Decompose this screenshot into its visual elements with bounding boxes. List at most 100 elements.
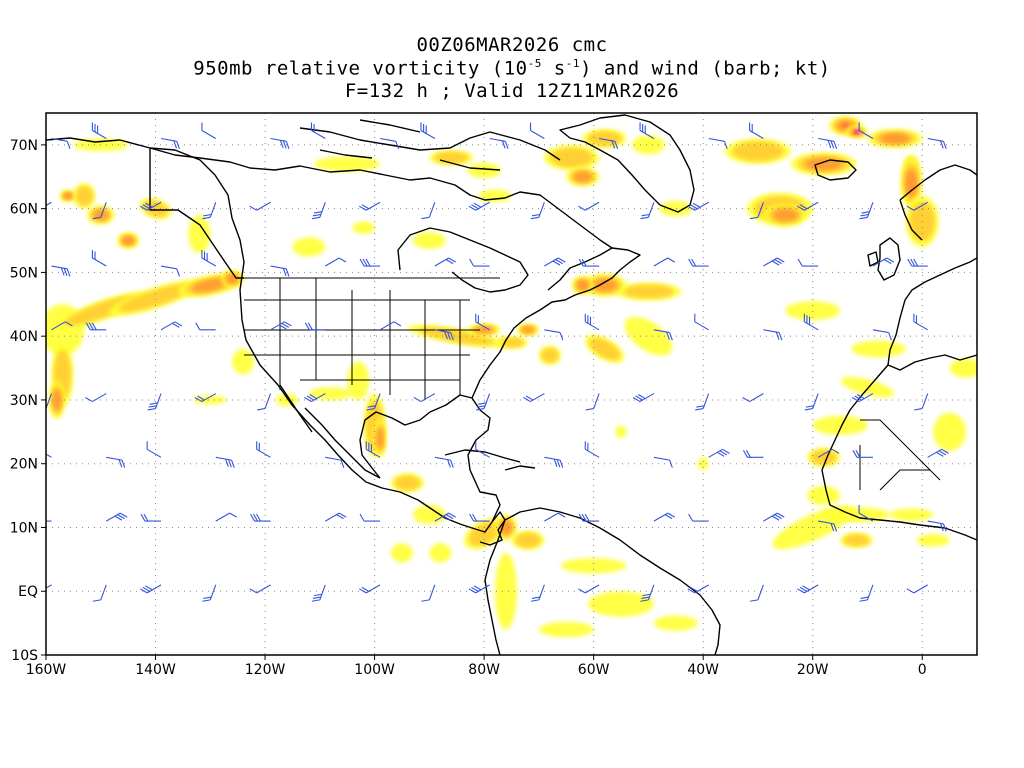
wind-barb: [927, 137, 947, 150]
wind-barb: [160, 265, 181, 277]
wind-barb: [202, 202, 217, 220]
vorticity-blob: [843, 534, 870, 547]
vorticity-blob: [889, 508, 934, 522]
wind-barb: [420, 122, 436, 139]
wind-barb: [530, 584, 545, 602]
wind-barb: [201, 122, 217, 139]
vorticity-blob: [412, 232, 446, 249]
lat-label: 20N: [10, 457, 38, 473]
wind-barb: [818, 520, 838, 532]
wind-barb: [803, 313, 819, 331]
wind-barb: [160, 321, 183, 331]
wind-barb: [859, 202, 874, 220]
vorticity-blob: [631, 135, 665, 155]
wind-barb: [599, 137, 619, 150]
wind-barb: [913, 313, 928, 331]
wind-barb: [105, 512, 128, 522]
wind-barb: [927, 448, 949, 458]
lat-label: EQ: [18, 584, 38, 600]
wind-barb: [325, 257, 347, 267]
coast-europe: [887, 257, 977, 371]
title-suffix: ) and wind (barb; kt): [579, 57, 831, 80]
vorticity-blob: [541, 347, 559, 363]
wind-barb: [194, 393, 217, 403]
wind-barb: [695, 393, 710, 411]
wind-barb: [544, 329, 564, 341]
wind-barb: [578, 201, 600, 211]
vorticity-blob: [192, 278, 229, 292]
map-title-line-2: 950mb relative vorticity (10-5 s-1) and …: [0, 57, 1024, 79]
wind-barb: [475, 441, 490, 458]
wind-barb: [906, 584, 928, 594]
vorticity-blob: [52, 389, 62, 411]
wind-barb: [195, 322, 216, 331]
vorticity-blob: [391, 543, 413, 563]
wind-barb: [584, 313, 600, 331]
vorticity-blob: [840, 376, 894, 398]
wind-barb: [379, 321, 402, 331]
title-exp-1: -5: [527, 57, 542, 70]
wind-barb: [742, 393, 764, 403]
wind-barb: [585, 393, 600, 411]
vorticity-blob: [589, 337, 620, 360]
vorticity-blob: [615, 425, 627, 439]
wind-barb: [85, 393, 107, 403]
wind-barb: [250, 513, 271, 522]
wind-barb: [469, 258, 490, 267]
wind-barb: [91, 249, 107, 267]
vorticity-blob: [843, 123, 848, 128]
lat-label: 10S: [11, 648, 38, 664]
coast-cuba: [444, 449, 536, 471]
wind-barb: [434, 456, 454, 468]
wind-barb: [653, 512, 675, 522]
canada-us-border: [149, 148, 244, 279]
wind-barb: [632, 393, 655, 403]
wind-barb: [365, 441, 381, 458]
map-title-line-1: 00Z06MAR2026 cmc: [416, 34, 608, 56]
wind-barb: [311, 584, 326, 602]
lon-label: 160W: [26, 662, 67, 678]
vorticity-blob: [697, 457, 709, 471]
wind-barb: [489, 137, 509, 150]
vorticity-blob: [394, 475, 421, 491]
wind-barb: [907, 258, 928, 267]
vorticity-blob: [933, 412, 967, 451]
wind-barb: [51, 137, 71, 150]
wind-barb: [325, 512, 347, 522]
wind-barb: [147, 393, 162, 411]
vorticity-blob: [622, 284, 675, 299]
wind-barb: [797, 201, 819, 211]
title-mid: s: [541, 57, 566, 80]
wind-barb: [366, 393, 381, 411]
vorticity-blob: [588, 591, 654, 617]
wind-barb: [51, 321, 73, 331]
vorticity-blob: [812, 415, 868, 436]
vorticity-blob: [810, 449, 837, 465]
wind-barb: [92, 202, 107, 220]
wind-barb: [859, 584, 874, 602]
vorticity-blob: [592, 278, 617, 292]
lon-label: 120W: [245, 662, 286, 678]
lat-label: 50N: [10, 265, 38, 281]
wind-barb: [818, 137, 838, 150]
africa-borders: [859, 419, 941, 491]
wind-barb: [46, 520, 52, 522]
wind-barb: [215, 456, 235, 468]
wind-barb: [304, 322, 326, 331]
wind-barb: [653, 257, 675, 267]
wind-barb: [797, 258, 819, 267]
vorticity-blob: [573, 171, 592, 183]
wind-barb: [529, 122, 545, 139]
lon-label: 100W: [354, 662, 395, 678]
wind-barb: [523, 393, 545, 403]
lon-label: 140W: [135, 662, 176, 678]
vorticity-blob: [314, 156, 381, 172]
vorticity-blob: [515, 532, 541, 548]
vorticity-blob: [785, 301, 841, 321]
wind-barb: [858, 505, 874, 522]
vorticity-blob: [429, 543, 452, 563]
wind-barb: [249, 584, 271, 594]
vorticity-blob: [587, 131, 622, 146]
vorticity-blob: [232, 348, 255, 375]
